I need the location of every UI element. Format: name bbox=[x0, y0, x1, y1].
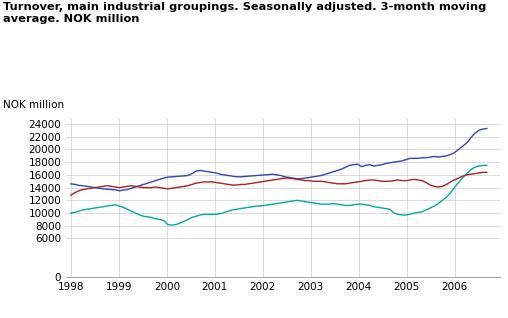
Text: NOK million: NOK million bbox=[3, 100, 64, 110]
Capital goods bbox=[452, 186, 458, 190]
Capital goods bbox=[480, 163, 486, 167]
Intermediate goods bbox=[193, 169, 199, 173]
Line: Intermediate goods: Intermediate goods bbox=[71, 128, 487, 191]
Capital goods bbox=[471, 165, 478, 169]
Consumer goods bbox=[68, 193, 74, 197]
Capital goods bbox=[68, 211, 74, 215]
Text: Turnover, main industrial groupings. Seasonally adjusted. 3-month moving
average: Turnover, main industrial groupings. Sea… bbox=[3, 2, 486, 24]
Capital goods bbox=[484, 163, 490, 167]
Intermediate goods bbox=[278, 174, 284, 177]
Intermediate goods bbox=[116, 189, 122, 193]
Consumer goods bbox=[80, 188, 86, 191]
Consumer goods bbox=[448, 180, 454, 184]
Consumer goods bbox=[484, 170, 490, 174]
Capital goods bbox=[80, 208, 86, 212]
Capital goods bbox=[193, 214, 199, 218]
Consumer goods bbox=[274, 177, 280, 181]
Legend: Intermediate goods, Capital goods, Consumer goods: Intermediate goods, Capital goods, Consu… bbox=[93, 317, 473, 318]
Consumer goods bbox=[173, 186, 179, 190]
Line: Capital goods: Capital goods bbox=[71, 165, 487, 225]
Line: Consumer goods: Consumer goods bbox=[71, 172, 487, 195]
Capital goods bbox=[169, 223, 175, 227]
Intermediate goods bbox=[452, 151, 458, 155]
Intermediate goods bbox=[68, 182, 74, 186]
Intermediate goods bbox=[177, 174, 183, 178]
Consumer goods bbox=[480, 170, 486, 174]
Intermediate goods bbox=[80, 184, 86, 188]
Consumer goods bbox=[467, 172, 473, 176]
Consumer goods bbox=[189, 183, 195, 186]
Intermediate goods bbox=[471, 132, 478, 135]
Capital goods bbox=[278, 201, 284, 205]
Intermediate goods bbox=[484, 127, 490, 130]
Capital goods bbox=[177, 221, 183, 225]
